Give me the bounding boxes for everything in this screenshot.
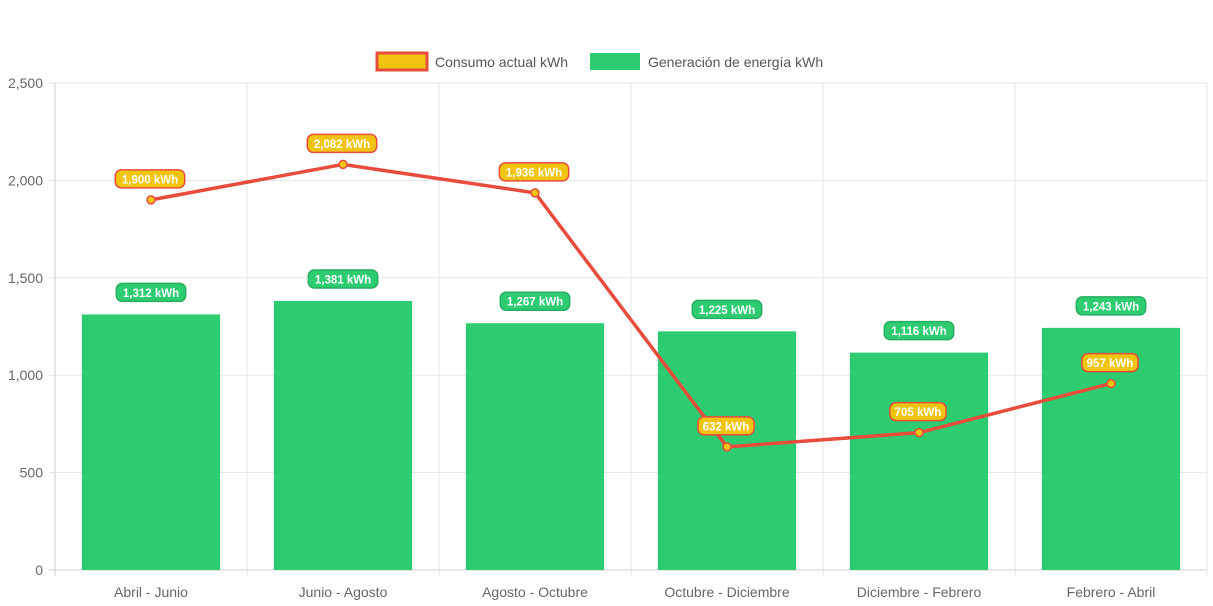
y-tick-label: 500 (20, 465, 44, 481)
data-label-text: 1,936 kWh (506, 167, 562, 179)
data-label-text: 1,312 kWh (123, 288, 179, 300)
data-label-box (1081, 352, 1139, 373)
bar-data-label: 1,225 kWh (691, 299, 763, 320)
line-data-label: 705 kWh (889, 401, 947, 422)
legend: Consumo actual kWh Generación de energía… (375, 51, 823, 72)
data-label-text: 705 kWh (895, 407, 942, 419)
data-label-box (114, 169, 186, 189)
y-tick-label: 1,500 (8, 270, 43, 286)
legend-swatch-generacion (590, 53, 640, 70)
line-data-label: 1,900 kWh (114, 169, 186, 189)
y-tick-label: 2,500 (8, 75, 43, 91)
bar-data-label: 1,312 kWh (115, 282, 187, 303)
grid-lines (49, 82, 1208, 576)
legend-swatch-consumo (375, 51, 429, 72)
data-label-box (307, 269, 379, 289)
line-data-label: 2,082 kWh (306, 133, 378, 154)
data-label-box (498, 162, 570, 182)
x-tick-label: Junio - Agosto (299, 584, 388, 600)
data-label-text: 2,082 kWh (314, 139, 370, 151)
line-data-label: 957 kWh (1081, 352, 1139, 373)
line-point[interactable] (914, 427, 924, 438)
line-point[interactable] (722, 442, 732, 452)
legend-item-consumo[interactable]: Consumo actual kWh (375, 51, 568, 72)
legend-label-generacion: Generación de energía kWh (648, 54, 823, 70)
x-tick-label: Agosto - Octubre (482, 584, 588, 600)
line-data-label: 632 kWh (697, 416, 755, 436)
line-point[interactable] (1106, 378, 1116, 389)
data-label-box (499, 291, 571, 311)
line-point[interactable] (530, 188, 540, 198)
data-label-text: 1,381 kWh (315, 274, 371, 286)
data-label-text: 1,225 kWh (699, 305, 755, 317)
data-label-text: 957 kWh (1087, 358, 1134, 370)
consumo-line (150, 162, 1112, 449)
data-label-text: 1,243 kWh (1083, 301, 1139, 313)
x-axis-ticks: Abril - Junio Junio - Agosto Agosto - Octu… (114, 584, 1155, 600)
data-label-box (691, 299, 763, 320)
x-tick-label: Diciembre - Febrero (857, 584, 982, 600)
bar[interactable] (81, 314, 221, 570)
y-tick-label: 0 (35, 562, 43, 578)
bar-series (81, 300, 1181, 570)
y-tick-label: 1,000 (8, 367, 43, 383)
bar-data-label: 1,116 kWh (883, 320, 955, 341)
data-label-box (1075, 296, 1147, 316)
line-point[interactable] (338, 159, 348, 170)
x-tick-label: Abril - Junio (114, 584, 188, 600)
line-point[interactable] (146, 195, 156, 205)
data-label-box (115, 282, 187, 303)
data-label-box (889, 401, 947, 422)
line-data-label: 1,936 kWh (498, 162, 570, 182)
legend-item-generacion[interactable]: Generación de energía kWh (590, 53, 823, 70)
data-label-box (697, 416, 755, 436)
data-label-text: 632 kWh (703, 421, 750, 433)
bar-data-label: 1,267 kWh (499, 291, 571, 311)
bar[interactable] (273, 300, 413, 570)
data-label-box (306, 133, 378, 154)
legend-label-consumo: Consumo actual kWh (435, 54, 568, 70)
x-tick-label: Febrero - Abril (1067, 584, 1156, 600)
y-axis-ticks: 0 500 1,000 1,500 2,000 2,500 (8, 75, 43, 578)
bar-data-label: 1,381 kWh (307, 269, 379, 289)
data-label-text: 1,267 kWh (507, 297, 563, 309)
x-tick-label: Octubre - Diciembre (664, 584, 789, 600)
data-labels: 1,312 kWh 1,381 kWh 1,267 kWh 1,225 kWh 1,11… (114, 133, 1147, 436)
data-label-box (883, 320, 955, 341)
bar[interactable] (465, 323, 605, 570)
bar-data-label: 1,243 kWh (1075, 296, 1147, 316)
line-series (146, 159, 1116, 452)
y-tick-label: 2,000 (8, 172, 43, 188)
bar[interactable] (849, 352, 989, 570)
data-label-text: 1,900 kWh (122, 174, 178, 186)
data-label-text: 1,116 kWh (891, 326, 947, 338)
